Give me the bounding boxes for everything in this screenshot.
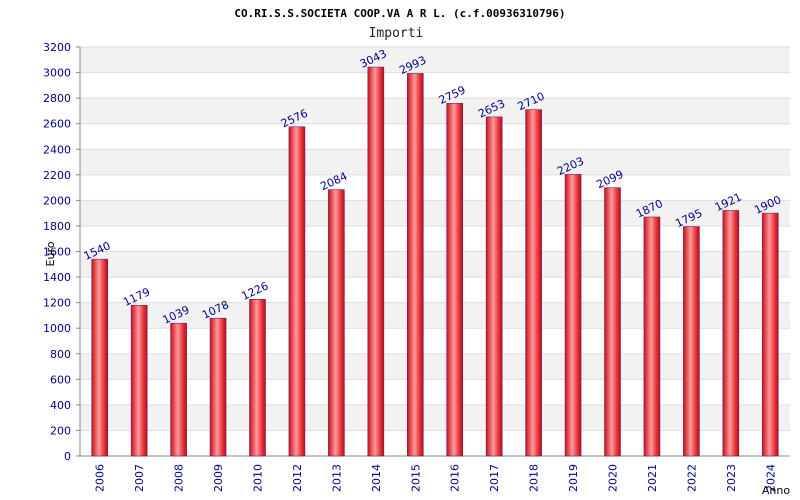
- y-tick-label: 200: [50, 424, 71, 437]
- y-tick-label: 1000: [43, 322, 71, 335]
- bar: [406, 73, 424, 457]
- bar: [722, 210, 740, 457]
- bar: [683, 226, 700, 457]
- grid-band: [80, 149, 790, 175]
- bar: [446, 103, 464, 457]
- bar: [91, 258, 109, 457]
- bar: [643, 216, 661, 457]
- x-tick-label: 2024: [764, 464, 777, 492]
- y-tick-label: 400: [50, 399, 71, 412]
- y-axis-label: Euro: [44, 241, 57, 266]
- grid-bands: [80, 47, 790, 431]
- bar: [564, 174, 582, 457]
- x-axis-label: Anno: [762, 484, 790, 497]
- y-tick-label: 3000: [43, 67, 71, 80]
- bar: [604, 187, 621, 457]
- y-tick-labels: 0 200 400 600 800 1000 1200 1400 1600 1800 2000 220…: [43, 41, 71, 463]
- x-tick-label: 2006: [94, 464, 107, 492]
- y-tick-label: 3200: [43, 41, 71, 54]
- bar: [130, 305, 148, 457]
- x-tick-label: 2016: [449, 464, 462, 492]
- y-tick-label: 1400: [43, 271, 71, 284]
- x-tick-labels: 2006 2007 2008 2009 2010 2012 2013 2014 2015 2016…: [94, 464, 778, 492]
- bar: [249, 299, 266, 457]
- y-tick-label: 0: [64, 450, 71, 463]
- grid-band: [80, 353, 790, 380]
- chart-title: CO.RI.S.S.SOCIETA COOP.VA A R L. (c.f.00…: [234, 7, 565, 20]
- x-tick-label: 2023: [725, 464, 738, 492]
- bar: [288, 126, 306, 457]
- grid-band: [80, 302, 790, 329]
- grid-band: [80, 47, 790, 73]
- y-tick-label: 2000: [43, 194, 71, 207]
- grid-band: [80, 404, 790, 431]
- grid-band: [80, 98, 790, 124]
- grid-band: [80, 251, 790, 278]
- bar: [761, 212, 779, 457]
- x-tick-label: 2012: [291, 464, 304, 492]
- y-tick-label: 2600: [43, 118, 71, 131]
- y-tick-label: 2200: [43, 169, 71, 182]
- y-tick-label: 2800: [43, 92, 71, 105]
- y-tick-label: 1600: [43, 246, 71, 259]
- bar: [170, 322, 187, 457]
- bar: [209, 317, 227, 457]
- x-tick-label: 2010: [252, 464, 265, 492]
- y-tick-label: 800: [50, 348, 71, 361]
- x-tick-label: 2007: [133, 464, 146, 492]
- bar: [485, 116, 503, 457]
- x-tick-label: 2013: [330, 464, 343, 492]
- bar: [328, 189, 345, 457]
- y-tick-label: 600: [50, 373, 71, 386]
- bars: [91, 66, 779, 457]
- x-tick-label: 2018: [528, 464, 541, 492]
- y-tick-label: 1800: [43, 220, 71, 233]
- y-tick-label: 1200: [43, 297, 71, 310]
- x-tick-label: 2014: [370, 464, 383, 492]
- bar: [525, 109, 542, 457]
- chart-subtitle: Importi: [369, 26, 424, 41]
- x-tick-label: 2021: [646, 464, 659, 492]
- y-tick-label: 2400: [43, 143, 71, 156]
- x-tick-label: 2008: [173, 464, 186, 492]
- x-tick-label: 2019: [567, 464, 580, 492]
- x-tick-label: 2015: [409, 464, 422, 492]
- x-tick-label: 2022: [685, 464, 698, 492]
- grid-band: [80, 200, 790, 226]
- x-tick-label: 2009: [212, 464, 225, 492]
- x-tick-label: 2020: [607, 464, 620, 492]
- bar: [367, 66, 385, 457]
- x-tick-label: 2017: [488, 464, 501, 492]
